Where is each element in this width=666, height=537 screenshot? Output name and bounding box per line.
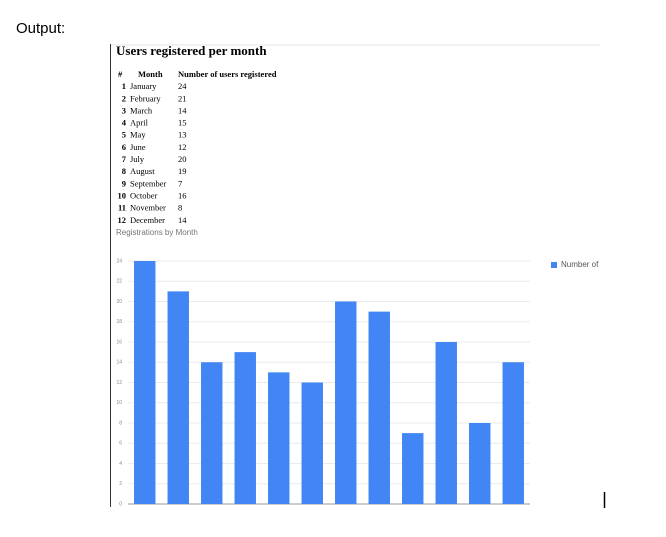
table-cell: 6 (122, 142, 126, 152)
table-cell: 21 (178, 93, 187, 103)
table-cell: 2 (122, 93, 126, 103)
table-cell: 3 (122, 105, 126, 115)
y-tick-label: 8 (119, 420, 122, 426)
output-label: Output: (16, 20, 65, 37)
chart-title: Registrations by Month (116, 228, 198, 237)
bar (134, 261, 156, 504)
y-tick-label: 24 (116, 258, 122, 264)
table-cell: January (130, 81, 157, 91)
bar (435, 342, 457, 504)
page-title: Users registered per month (116, 43, 267, 58)
bar (268, 372, 290, 504)
table-cell: 10 (118, 190, 127, 200)
table-cell: 7 (122, 154, 127, 164)
table-cell: 12 (178, 142, 187, 152)
y-tick-label: 0 (119, 501, 122, 507)
bar (335, 301, 357, 504)
y-tick-label: 14 (116, 360, 122, 366)
bar (234, 352, 256, 504)
y-tick-label: 6 (119, 441, 122, 447)
table-cell: 8 (178, 203, 182, 213)
table-header: Number of users registered (178, 69, 277, 79)
table-cell: 14 (178, 105, 187, 115)
table-cell: 24 (178, 81, 187, 91)
bar (402, 433, 424, 504)
y-tick-label: 22 (116, 279, 122, 285)
bar (469, 423, 491, 504)
legend-swatch (551, 262, 557, 268)
y-tick-label: 16 (116, 339, 122, 345)
table-cell: June (130, 142, 146, 152)
table-cell: April (130, 118, 149, 128)
table-cell: September (130, 178, 167, 188)
y-tick-label: 18 (116, 319, 122, 325)
y-tick-label: 12 (116, 380, 122, 386)
y-tick-label: 20 (116, 299, 122, 305)
table-cell: March (130, 105, 153, 115)
table-cell: 14 (178, 215, 187, 225)
y-tick-label: 2 (119, 481, 122, 487)
table-header: Month (138, 69, 163, 79)
table-cell: November (130, 203, 166, 213)
table-cell: July (130, 154, 145, 164)
table-cell: December (130, 215, 165, 225)
table-cell: 15 (178, 118, 187, 128)
table-cell: 9 (122, 178, 126, 188)
table-header: # (118, 69, 123, 79)
bar (201, 362, 223, 504)
table-cell: 11 (118, 203, 126, 213)
table-cell: October (130, 190, 158, 200)
y-tick-label: 4 (119, 461, 122, 467)
table-cell: 4 (122, 118, 127, 128)
table-cell: August (130, 166, 155, 176)
bar (368, 311, 390, 504)
table-cell: 1 (122, 81, 126, 91)
table-cell: 12 (118, 215, 127, 225)
bar (167, 291, 189, 504)
table-cell: 8 (122, 166, 126, 176)
table-cell: February (130, 93, 161, 103)
table-cell: May (130, 130, 146, 140)
y-tick-label: 10 (116, 400, 122, 406)
legend-label: Number of (561, 260, 599, 269)
table-cell: 20 (178, 154, 187, 164)
table-cell: 16 (178, 190, 187, 200)
table-cell: 5 (122, 130, 126, 140)
table-cell: 7 (178, 178, 182, 188)
bar (502, 362, 524, 504)
table-cell: 19 (178, 166, 187, 176)
bar (301, 382, 323, 504)
table-cell: 13 (178, 130, 187, 140)
